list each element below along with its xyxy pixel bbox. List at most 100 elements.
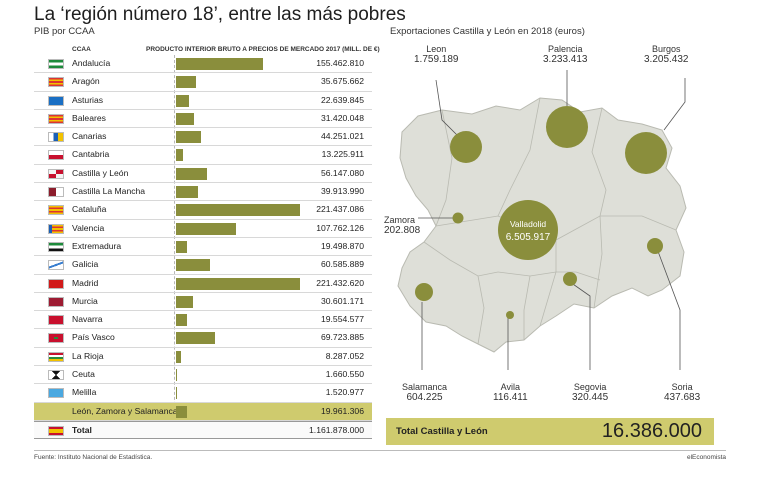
canarias-flag-icon <box>48 132 64 143</box>
region-name: País Vasco <box>72 332 115 343</box>
region-name: Baleares <box>72 112 106 123</box>
table-row: Madrid 221.432.620 <box>34 275 372 293</box>
pib-value: 60.585.889 <box>320 259 364 270</box>
label-segovia: Segovia 320.445 <box>572 382 609 404</box>
bubble-segovia <box>563 272 577 286</box>
pib-value: 44.251.021 <box>320 131 364 142</box>
label-leon: Leon 1.759.189 <box>414 44 459 66</box>
bubble-salamanca <box>415 283 433 301</box>
table-row: País Vasco 69.723.885 <box>34 329 372 348</box>
pib-bar <box>176 76 196 89</box>
map-title: Exportaciones Castilla y León en 2018 (e… <box>390 26 585 37</box>
pib-bar <box>176 58 264 70</box>
table-subtitle: PIB por CCAA <box>34 26 95 37</box>
pib-value: 155.462.810 <box>316 58 364 68</box>
murcia-flag-icon <box>48 296 64 307</box>
table-row: Extremadura 19.498.870 <box>34 238 372 257</box>
label-burgos: Burgos 3.205.432 <box>644 44 689 66</box>
bubble-valladolid <box>498 200 558 260</box>
table-row: Castilla y León 56.147.080 <box>34 165 372 184</box>
pib-bar <box>176 405 188 418</box>
bubble-burgos <box>625 132 667 174</box>
footer-divider <box>34 450 726 451</box>
pib-value: 221.437.086 <box>316 204 364 215</box>
pib-bar <box>176 314 187 327</box>
navarra-flag-icon <box>48 315 64 326</box>
castilla-la-mancha-flag-icon <box>48 187 64 198</box>
table-row: Cantabria 13.225.911 <box>34 146 372 165</box>
label-palencia: Palencia 3.233.413 <box>543 44 588 66</box>
pib-bar <box>176 167 208 180</box>
bubble-leon <box>450 131 482 163</box>
region-name: Madrid <box>72 277 99 288</box>
leader-soria <box>655 245 681 370</box>
label-soria: Soria 437.683 <box>664 382 701 404</box>
pib-bar <box>176 369 177 382</box>
valladolid-value: 6.505.917 <box>506 232 551 243</box>
pib-table: Andalucía 155.462.810 Aragón 35.675.662 Astu… <box>34 55 372 440</box>
table-row: Baleares 31.420.048 <box>34 110 372 129</box>
total-value: 1.161.878.000 <box>309 424 364 435</box>
region-name: Galicia <box>72 259 99 270</box>
region-name: Melilla <box>72 387 97 398</box>
valencia-flag-icon <box>48 223 64 234</box>
pib-value: 221.432.620 <box>316 277 364 288</box>
region-name: León, Zamora y Salamanca <box>72 405 178 416</box>
table-row: Ceuta 1.660.550 <box>34 366 372 385</box>
region-name: Castilla y León <box>72 167 129 178</box>
pib-bar <box>176 387 177 400</box>
footer-source: Fuente: Instituto Nacional de Estadístic… <box>34 454 153 461</box>
leader-burgos <box>663 78 686 131</box>
aragon-flag-icon <box>48 77 64 88</box>
pib-value: 1.520.977 <box>325 387 364 398</box>
label-salamanca: Salamanca 604.225 <box>402 382 448 404</box>
ceuta-flag-icon <box>48 370 64 381</box>
table-row: León, Zamora y Salamanca 19.961.306 <box>34 402 372 421</box>
region-name: Cataluña <box>72 204 107 215</box>
pib-value: 8.287.052 <box>325 350 364 361</box>
table-row: Galicia 60.585.889 <box>34 256 372 275</box>
pib-value: 30.601.171 <box>320 295 364 306</box>
pib-value: 13.225.911 <box>321 149 364 160</box>
table-row: Valencia 107.762.126 <box>34 220 372 238</box>
cantabria-flag-icon <box>48 150 64 161</box>
castilla-leon-flag-icon <box>48 168 64 179</box>
pib-value: 56.147.080 <box>320 167 364 178</box>
pib-value: 39.913.990 <box>320 186 364 197</box>
pib-bar <box>176 295 194 308</box>
label-zamora: Zamora 202.808 <box>384 215 421 237</box>
pib-value: 19.498.870 <box>320 240 364 251</box>
total-label: Total <box>72 424 92 435</box>
footer-brand: elEconomista <box>686 454 726 461</box>
leader-segovia <box>569 281 591 370</box>
pib-value: 35.675.662 <box>320 76 364 87</box>
pib-bar <box>176 131 201 144</box>
label-avila: Avila 116.411 <box>493 382 528 404</box>
total-row: Total 1.161.878.000 <box>34 420 372 440</box>
pib-bar <box>176 222 237 235</box>
bubble-zamora <box>452 212 464 224</box>
region-name: La Rioja <box>72 350 104 361</box>
table-row: Andalucía 155.462.810 <box>34 55 372 74</box>
region-name: Canarias <box>72 131 107 142</box>
region-name: Navarra <box>72 314 103 325</box>
pib-bar <box>176 94 189 107</box>
pib-value: 69.723.885 <box>320 332 364 343</box>
pib-value: 19.961.306 <box>320 405 364 416</box>
pib-bar <box>176 204 300 217</box>
region-name: Andalucía <box>72 58 111 68</box>
pib-value: 19.554.577 <box>320 314 364 325</box>
asturias-flag-icon <box>48 95 64 106</box>
andalucia-flag-icon <box>48 59 64 69</box>
total-castilla-leon-box: Total Castilla y León 16.386.000 <box>386 418 714 445</box>
total-castilla-leon-value: 16.386.000 <box>601 420 702 442</box>
extremadura-flag-icon <box>48 241 64 252</box>
region-name: Ceuta <box>72 369 95 380</box>
pib-bar <box>176 332 216 345</box>
bubble-palencia <box>546 106 588 148</box>
pib-bar <box>176 240 187 253</box>
table-row: Castilla La Mancha 39.913.990 <box>34 183 372 202</box>
galicia-flag-icon <box>48 260 64 271</box>
bar-axis-line <box>174 55 175 425</box>
pib-bar <box>176 277 300 290</box>
